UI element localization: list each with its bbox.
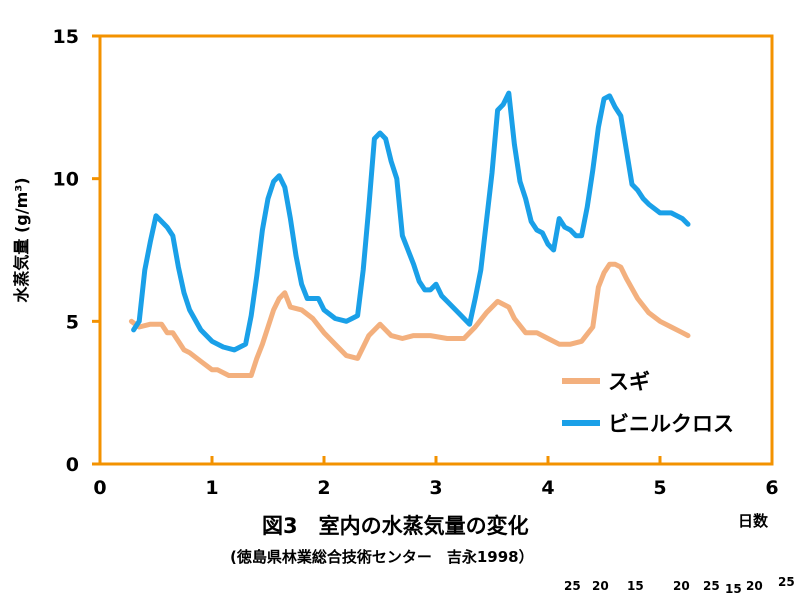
stray-number: 25 — [564, 579, 581, 593]
series-line-1 — [131, 90, 691, 353]
y-axis-label-area: 水蒸気量 (g/m³) — [0, 150, 40, 330]
stray-number: 15 — [627, 579, 644, 593]
series-line-0 — [128, 261, 691, 378]
y-axis: 0 5 10 15 — [53, 26, 100, 476]
chart-title: 図3 室内の水蒸気量の変化 — [262, 514, 529, 538]
x-tick-label: 5 — [653, 477, 666, 499]
plot-frame — [98, 34, 774, 466]
stray-number: 15 — [725, 582, 742, 596]
stray-numbers-row: 25 20 15 20 25 15 20 25 — [0, 575, 800, 600]
source-caption: (徳島県林業総合技術センター 吉永1998） — [230, 548, 534, 566]
series-layer — [128, 90, 691, 378]
x-tick-label: 4 — [541, 477, 554, 499]
x-tick-label: 6 — [765, 477, 778, 499]
stray-number: 20 — [673, 579, 690, 593]
y-tick-label: 5 — [66, 311, 79, 333]
stray-number: 20 — [746, 579, 763, 593]
stray-number: 25 — [703, 579, 720, 593]
y-tick-label: 0 — [66, 454, 79, 476]
legend-label: ビニルクロス — [608, 412, 734, 436]
x-axis: 0 1 2 3 4 5 6 — [93, 456, 779, 499]
x-tick-label: 2 — [317, 477, 330, 499]
stray-number: 20 — [592, 579, 609, 593]
x-tick-label: 3 — [429, 477, 442, 499]
stray-number: 25 — [778, 575, 795, 589]
y-tick-label: 15 — [53, 26, 79, 48]
y-axis-label: 水蒸気量 (g/m³) — [12, 177, 31, 303]
legend-label: スギ — [608, 370, 650, 394]
x-axis-label: 日数 — [738, 512, 769, 530]
y-tick-label: 10 — [53, 169, 79, 191]
x-tick-label: 0 — [93, 477, 106, 499]
x-tick-label: 1 — [205, 477, 218, 499]
